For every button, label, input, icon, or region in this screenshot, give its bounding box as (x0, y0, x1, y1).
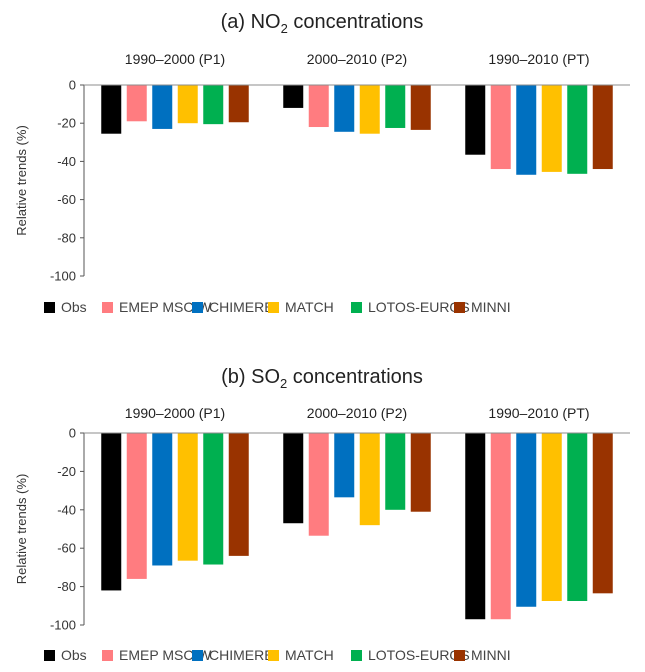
y-tick-label: -100 (50, 269, 76, 284)
legend-label: Obs (61, 647, 87, 663)
bar (465, 433, 486, 620)
chart-panel-a: (a) NO2 concentrations 0 -20 -40 -60 -80 -100 R… (14, 11, 630, 315)
bar (334, 433, 355, 498)
chart-title-rest: concentrations (288, 11, 424, 33)
legend-swatch (454, 302, 465, 313)
y-tick-label: 0 (69, 78, 76, 93)
legend-label: EMEP MSC-W (119, 299, 212, 315)
legend-swatch (102, 302, 113, 313)
y-tick-label: -40 (57, 502, 76, 517)
chart-title: (a) NO2 concentrations (221, 11, 424, 36)
bar (177, 433, 198, 561)
legend-swatch (102, 650, 113, 661)
bar (177, 85, 198, 124)
y-tick-label: -40 (57, 154, 76, 169)
bar (152, 85, 173, 129)
bar (203, 433, 224, 565)
y-tick-label: -20 (57, 116, 76, 131)
bar (101, 433, 122, 591)
legend-swatch (351, 650, 362, 661)
bar (592, 433, 613, 594)
y-tick-label: -60 (57, 192, 76, 207)
bar (592, 85, 613, 170)
bar (359, 433, 380, 526)
bar (359, 85, 380, 134)
legend-swatch (192, 650, 203, 661)
legend-swatch (351, 302, 362, 313)
bar (385, 433, 406, 510)
bar (541, 433, 562, 601)
bar (516, 85, 537, 175)
chart-title-subscript: 2 (280, 376, 287, 391)
y-tick-label: -80 (57, 579, 76, 594)
bar (334, 85, 355, 132)
chart-title-subscript: 2 (281, 21, 288, 36)
bar (410, 433, 431, 512)
y-tick-label: -80 (57, 230, 76, 245)
period-label: 1990–2000 (P1) (125, 405, 225, 421)
period-label: 1990–2000 (P1) (125, 51, 225, 67)
legend-swatch (192, 302, 203, 313)
y-axis-label: Relative trends (%) (14, 125, 29, 236)
bar (490, 433, 511, 620)
period-label: 1990–2010 (PT) (488, 405, 589, 421)
legend-label: Obs (61, 299, 87, 315)
bar (465, 85, 486, 155)
bar (126, 85, 147, 122)
legend-label: MATCH (285, 299, 334, 315)
bar (152, 433, 173, 566)
bar (101, 85, 122, 134)
bar (283, 85, 304, 108)
legend-label: LOTOS-EUROS (368, 647, 470, 663)
legend-swatch (44, 302, 55, 313)
legend-label: MINNI (471, 647, 511, 663)
bar (385, 85, 406, 128)
legend-label: CHIMERE (209, 647, 274, 663)
y-tick-label: 0 (69, 426, 76, 441)
legend-swatch (454, 650, 465, 661)
legend-swatch (268, 302, 279, 313)
bar (490, 85, 511, 170)
bar (516, 433, 537, 607)
y-tick-label: -60 (57, 541, 76, 556)
legend-swatch (44, 650, 55, 661)
bar (228, 85, 249, 123)
y-tick-label: -20 (57, 464, 76, 479)
bar (126, 433, 147, 579)
legend-label: EMEP MSC-W (119, 647, 212, 663)
y-axis-label: Relative trends (%) (14, 474, 29, 585)
legend-label: MATCH (285, 647, 334, 663)
chart-title-main: (a) NO (221, 11, 281, 33)
bar (203, 85, 224, 125)
bar (308, 433, 329, 536)
legend-label: CHIMERE (209, 299, 274, 315)
bar (567, 433, 588, 601)
chart-title-main: (b) SO (221, 366, 280, 388)
bar (228, 433, 249, 556)
chart-title: (b) SO2 concentrations (221, 366, 423, 391)
legend-swatch (268, 650, 279, 661)
period-label: 1990–2010 (PT) (488, 51, 589, 67)
y-tick-label: -100 (50, 618, 76, 633)
chart-panel-b: (b) SO2 concentrations 0 -20 -40 -60 -80 -100 R… (14, 366, 630, 663)
period-label: 2000–2010 (P2) (307, 405, 407, 421)
bar (283, 433, 304, 524)
period-label: 2000–2010 (P2) (307, 51, 407, 67)
bar (567, 85, 588, 174)
bar (308, 85, 329, 128)
chart-title-rest: concentrations (287, 366, 423, 388)
bar (410, 85, 431, 130)
legend-label: LOTOS-EUROS (368, 299, 470, 315)
legend-label: MINNI (471, 299, 511, 315)
bar (541, 85, 562, 172)
